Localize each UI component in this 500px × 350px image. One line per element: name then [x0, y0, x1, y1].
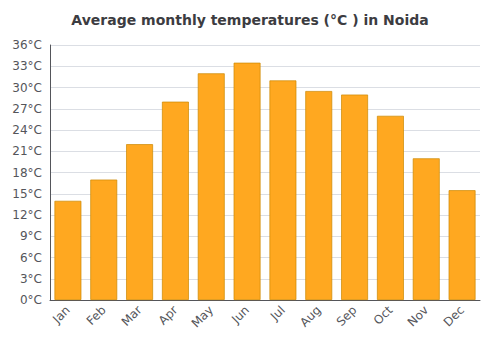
svg-text:Apr: Apr: [156, 303, 181, 328]
svg-text:Nov: Nov: [405, 303, 431, 329]
svg-text:Mar: Mar: [119, 303, 145, 329]
svg-text:9°C: 9°C: [20, 229, 42, 243]
svg-text:0°C: 0°C: [20, 293, 42, 307]
svg-text:Jul: Jul: [267, 303, 288, 324]
svg-text:6°C: 6°C: [20, 251, 42, 265]
svg-text:27°C: 27°C: [12, 102, 42, 116]
svg-text:Sep: Sep: [334, 303, 360, 329]
svg-text:Dec: Dec: [441, 303, 467, 329]
svg-text:Oct: Oct: [371, 303, 396, 328]
svg-text:12°C: 12°C: [12, 208, 42, 222]
svg-text:Jun: Jun: [228, 303, 252, 327]
svg-text:Feb: Feb: [84, 303, 109, 328]
svg-text:Average monthly temperatures (: Average monthly temperatures (°C ) in No…: [71, 12, 428, 28]
svg-text:33°C: 33°C: [12, 59, 42, 73]
svg-text:24°C: 24°C: [12, 123, 42, 137]
svg-text:36°C: 36°C: [12, 38, 42, 52]
svg-text:15°C: 15°C: [12, 187, 42, 201]
svg-text:30°C: 30°C: [12, 81, 42, 95]
svg-text:21°C: 21°C: [12, 144, 42, 158]
svg-text:Aug: Aug: [297, 303, 323, 329]
svg-text:3°C: 3°C: [20, 272, 42, 286]
svg-text:May: May: [189, 303, 216, 330]
svg-text:18°C: 18°C: [12, 166, 42, 180]
svg-text:Jan: Jan: [49, 303, 73, 327]
